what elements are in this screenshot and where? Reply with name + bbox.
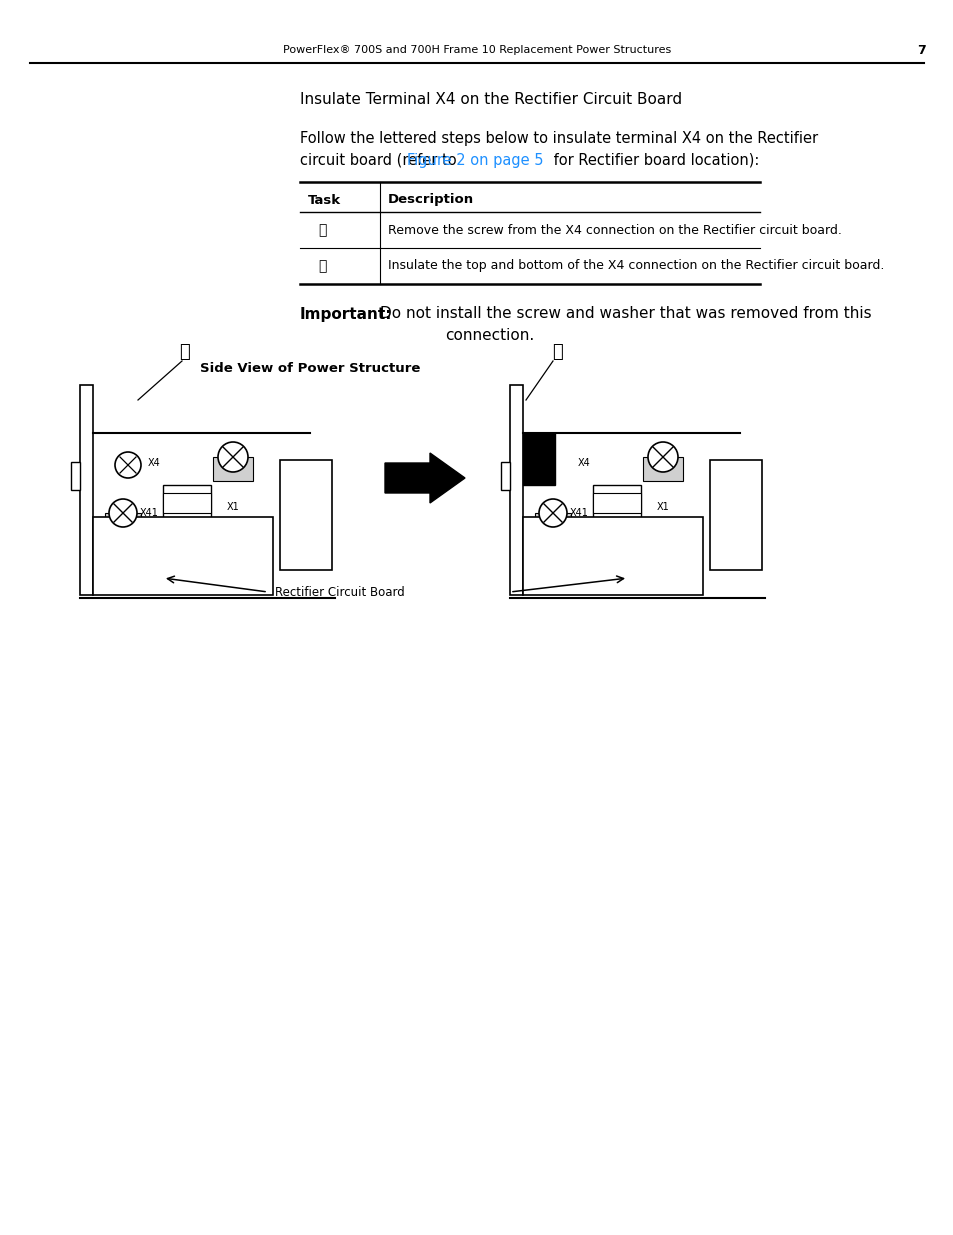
Bar <box>105 513 141 535</box>
Text: connection.: connection. <box>445 329 534 343</box>
Text: X41: X41 <box>140 508 159 517</box>
Text: Insulate the top and bottom of the X4 connection on the Rectifier circuit board.: Insulate the top and bottom of the X4 co… <box>388 259 883 273</box>
Text: Ⓑ: Ⓑ <box>317 259 326 273</box>
Text: X4: X4 <box>148 458 161 468</box>
Text: X41: X41 <box>569 508 588 517</box>
Text: Ⓐ: Ⓐ <box>317 224 326 237</box>
Text: circuit board (refer to: circuit board (refer to <box>299 152 460 168</box>
Text: X1: X1 <box>656 501 669 513</box>
Text: Task: Task <box>308 194 341 206</box>
Circle shape <box>109 499 137 527</box>
Bar <box>213 457 253 480</box>
Circle shape <box>115 452 141 478</box>
Bar <box>510 385 522 595</box>
Bar <box>522 433 555 485</box>
Text: Figure 2 on page 5: Figure 2 on page 5 <box>407 152 543 168</box>
Bar <box>280 459 332 571</box>
Text: Rectifier Circuit Board: Rectifier Circuit Board <box>274 585 404 599</box>
Bar <box>71 462 80 490</box>
Circle shape <box>647 442 678 472</box>
Text: 7: 7 <box>917 43 925 57</box>
Circle shape <box>538 499 566 527</box>
Bar <box>535 513 571 535</box>
Bar <box>500 462 510 490</box>
Bar <box>642 457 682 480</box>
Text: X1: X1 <box>227 501 239 513</box>
Bar <box>92 517 273 595</box>
Text: Ⓐ: Ⓐ <box>179 343 191 361</box>
Text: for Rectifier board location):: for Rectifier board location): <box>548 152 759 168</box>
Bar <box>522 517 702 595</box>
Text: Follow the lettered steps below to insulate terminal X4 on the Rectifier: Follow the lettered steps below to insul… <box>299 131 818 146</box>
Circle shape <box>218 442 248 472</box>
Text: X4: X4 <box>578 458 590 468</box>
Text: PowerFlex® 700S and 700H Frame 10 Replacement Power Structures: PowerFlex® 700S and 700H Frame 10 Replac… <box>283 44 670 56</box>
Text: Insulate Terminal X4 on the Rectifier Circuit Board: Insulate Terminal X4 on the Rectifier Ci… <box>299 93 681 107</box>
Bar <box>80 385 92 595</box>
Text: Description: Description <box>388 194 474 206</box>
Text: Important:: Important: <box>299 306 392 321</box>
Bar <box>593 485 640 534</box>
Bar <box>163 485 211 534</box>
Text: Remove the screw from the X4 connection on the Rectifier circuit board.: Remove the screw from the X4 connection … <box>388 224 841 236</box>
Bar <box>709 459 761 571</box>
Text: Do not install the screw and washer that was removed from this: Do not install the screw and washer that… <box>379 306 871 321</box>
Bar <box>163 493 211 513</box>
Bar <box>593 493 640 513</box>
Text: Side View of Power Structure: Side View of Power Structure <box>199 362 419 374</box>
FancyArrow shape <box>385 453 464 503</box>
Text: Ⓑ: Ⓑ <box>552 343 563 361</box>
